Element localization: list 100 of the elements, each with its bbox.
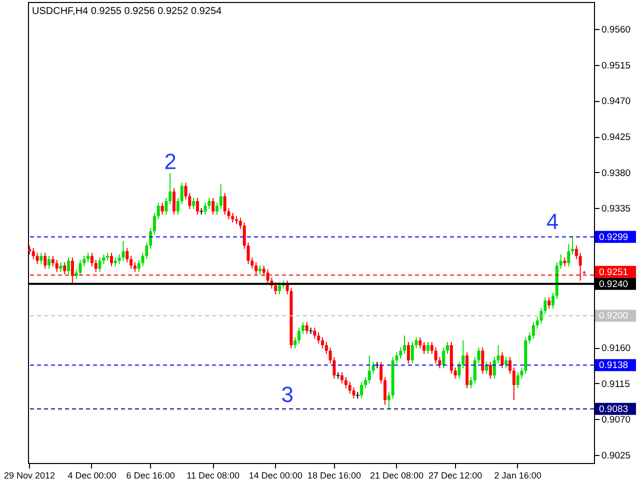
candlestick	[55, 259, 58, 272]
ref-line-label: 0.9240	[599, 278, 628, 290]
candlestick	[204, 202, 207, 216]
x-tick-label: 11 Dec 08:00	[186, 470, 240, 480]
candlestick	[364, 376, 367, 389]
candlestick	[313, 327, 316, 340]
candlestick	[305, 322, 308, 335]
candlestick	[164, 197, 168, 216]
candlestick	[410, 341, 414, 364]
candlestick	[418, 336, 422, 349]
ref-line-label: 0.9083	[599, 404, 628, 415]
candlestick	[223, 192, 226, 216]
candlestick	[90, 252, 94, 267]
candlestick	[168, 172, 172, 205]
candlestick	[348, 381, 352, 394]
candlestick	[383, 376, 386, 406]
candlestick	[301, 322, 304, 335]
x-tick-label: 4 Dec 00:00	[68, 470, 116, 480]
candlestick	[380, 361, 383, 384]
candlestick	[156, 202, 160, 220]
y-tick-label: 0.9515	[602, 60, 631, 72]
candlestick	[133, 262, 136, 272]
candlestick	[184, 182, 188, 200]
y-tick-label: 0.9025	[602, 450, 631, 462]
candlestick	[137, 259, 140, 272]
candlestick	[360, 381, 364, 400]
annotation: 2	[164, 149, 176, 174]
candlestick	[372, 361, 375, 374]
candlestick	[324, 341, 328, 354]
annotation: 3	[281, 382, 294, 407]
candlestick	[344, 376, 348, 389]
candlestick	[462, 340, 465, 369]
candlestick	[86, 252, 90, 263]
candlestick	[122, 240, 125, 262]
candlestick	[458, 361, 461, 380]
candlestick	[551, 292, 554, 310]
candlestick	[512, 366, 516, 401]
y-tick-label: 0.9380	[602, 168, 631, 179]
candlestick	[67, 257, 70, 275]
candlestick	[59, 262, 62, 272]
candlestick	[559, 254, 562, 270]
candlestick	[130, 255, 133, 270]
candlestick	[442, 347, 446, 369]
candlestick	[536, 316, 539, 329]
candlestick	[238, 217, 242, 230]
ref-line-label: 0.9251	[599, 266, 628, 278]
y-tick-label: 0.9560	[602, 24, 631, 36]
candlestick	[340, 372, 344, 384]
candlestick	[567, 244, 570, 267]
y-tick-label: 0.9470	[602, 96, 631, 108]
candlestick	[317, 332, 320, 344]
candlestick	[212, 197, 215, 216]
candlestick	[548, 296, 551, 310]
y-tick-label: 0.9335	[602, 204, 631, 215]
candlestick	[426, 341, 430, 354]
x-tick-label: 29 Nov 2012	[4, 470, 55, 480]
candlestick	[188, 192, 192, 210]
ref-line-label: 0.9200	[599, 310, 628, 322]
chart-title: USDCHF,H4 0.9255 0.9256 0.9252 0.9254	[32, 6, 222, 17]
candlestick	[406, 341, 410, 364]
candlestick	[78, 259, 82, 276]
candlestick	[485, 361, 488, 374]
y-tick-label: 0.9070	[602, 414, 631, 426]
candlestick	[430, 341, 434, 354]
candlestick	[422, 341, 426, 354]
candlestick	[516, 372, 520, 389]
candlestick	[44, 252, 47, 270]
candlestick	[51, 255, 54, 267]
candlestick	[454, 366, 457, 380]
candlestick	[160, 202, 164, 216]
y-tick-label: 0.9115	[602, 378, 630, 390]
candlestick	[180, 182, 184, 205]
candlestick	[492, 356, 496, 380]
x-tick-label: 2 Jan 16:00	[494, 470, 542, 480]
candlestick	[250, 257, 254, 270]
candlestick	[399, 347, 402, 360]
x-tick-label: 18 Dec 16:00	[307, 470, 361, 480]
x-tick-label: 21 Dec 08:00	[370, 470, 424, 480]
candlestick	[469, 376, 472, 389]
x-tick-label: 6 Dec 16:00	[126, 470, 175, 480]
candlestick	[36, 252, 39, 264]
candlestick	[481, 347, 484, 374]
candlestick	[40, 252, 43, 264]
candlestick	[477, 347, 480, 364]
candlestick	[32, 248, 35, 260]
ref-line-label: 0.9299	[599, 232, 628, 243]
candlestick	[488, 361, 492, 380]
y-tick-label: 0.9160	[602, 343, 631, 354]
candlestick	[74, 269, 78, 280]
candlestick	[278, 282, 281, 295]
candlestick	[192, 197, 196, 210]
candlestick	[98, 257, 102, 272]
candlestick	[473, 356, 476, 384]
candlestick	[172, 188, 176, 216]
candlestick	[231, 212, 234, 224]
candlestick	[320, 336, 324, 349]
candlestick	[574, 245, 578, 260]
candlestick	[298, 327, 301, 344]
x-tick-label: 14 Dec 00:00	[248, 470, 302, 480]
candlestick	[368, 355, 371, 384]
